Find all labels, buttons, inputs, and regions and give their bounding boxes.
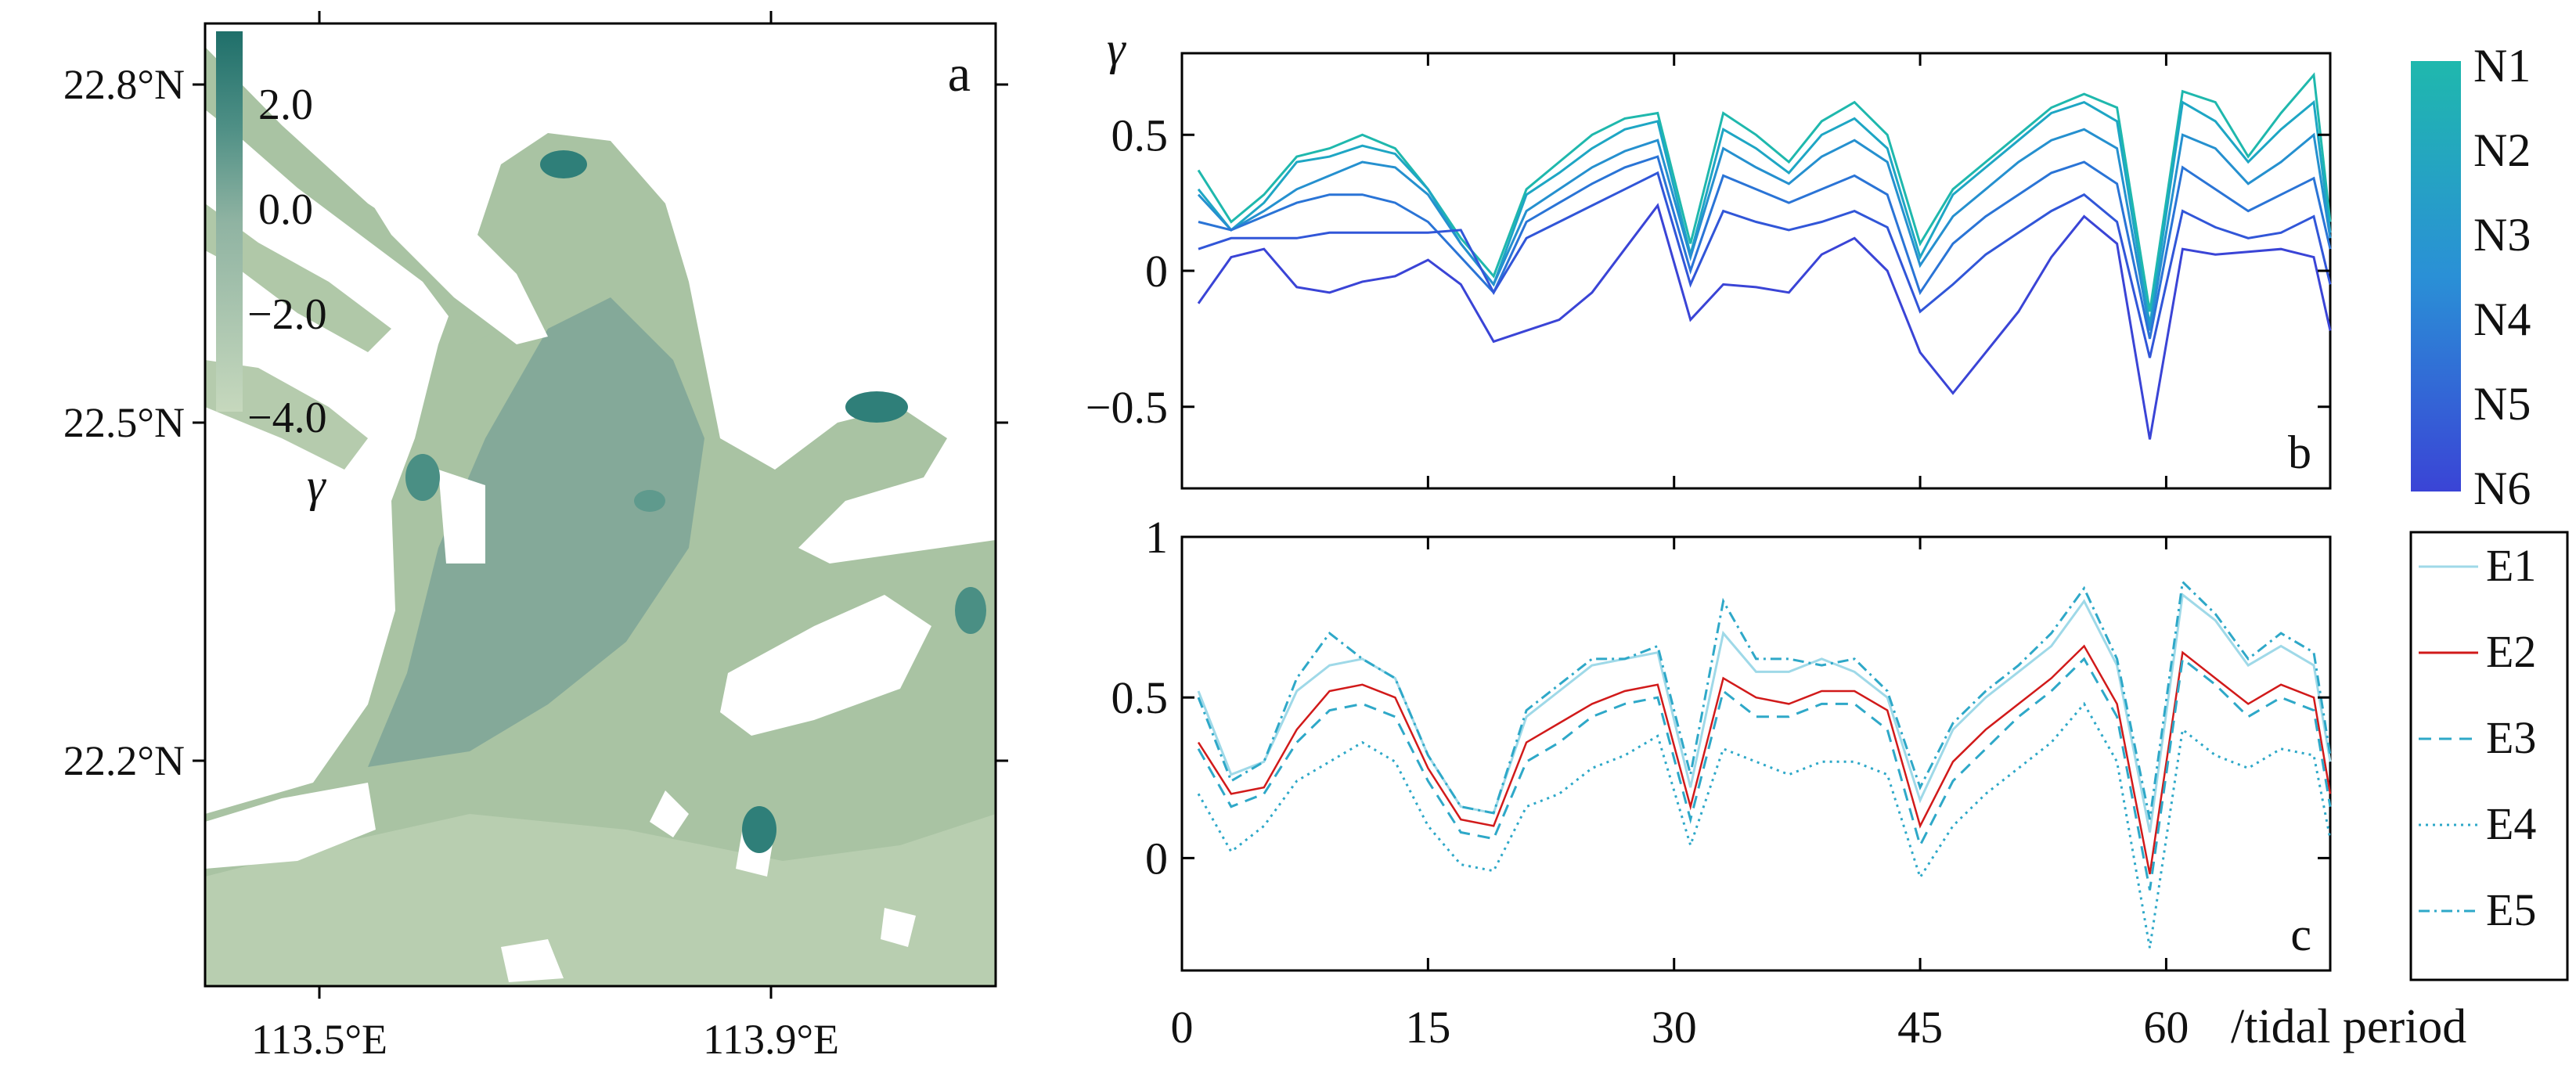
map-island bbox=[352, 141, 548, 344]
n-colorbar-label: N2 bbox=[2473, 124, 2531, 176]
series-line-n4 bbox=[1198, 155, 2332, 340]
n-colorbar-group: N1 N2 N3 N4 N5 N6 bbox=[2411, 40, 2531, 514]
x-axis-label: /tidal period bbox=[2231, 1000, 2466, 1053]
map-field bbox=[205, 23, 996, 986]
map-hotspot bbox=[742, 806, 776, 853]
y-tick-label: 0 bbox=[1145, 833, 1168, 884]
map-ticks bbox=[193, 11, 1008, 999]
lat-label: 22.2°N bbox=[63, 737, 185, 784]
map-island bbox=[720, 595, 931, 736]
map-colorbar-tick: −2.0 bbox=[247, 290, 327, 339]
panel-label-c: c bbox=[2290, 909, 2311, 960]
map-island bbox=[205, 783, 376, 869]
map-river-channel bbox=[205, 360, 368, 470]
y-tick-label: 0.5 bbox=[1111, 110, 1169, 160]
legend-label-e3: E3 bbox=[2486, 712, 2536, 763]
map-colorbar-tick: 0.0 bbox=[258, 185, 313, 234]
y-tick-label: −0.5 bbox=[1086, 382, 1168, 433]
legend-label-e5: E5 bbox=[2486, 884, 2536, 935]
lon-label: 113.5°E bbox=[251, 1016, 387, 1063]
series-line-n3 bbox=[1197, 128, 2332, 331]
map-island bbox=[501, 939, 564, 982]
map-colorbar bbox=[216, 31, 243, 412]
map-hotspot bbox=[540, 150, 587, 178]
x-tick-label: 0 bbox=[1171, 1002, 1194, 1053]
lat-label: 22.8°N bbox=[63, 61, 185, 108]
legend-label-e2: E2 bbox=[2486, 626, 2536, 677]
legend-label-e1: E1 bbox=[2486, 540, 2536, 591]
map-frame bbox=[204, 22, 997, 988]
y-tick-label: 0.5 bbox=[1111, 672, 1169, 723]
panel-c-series bbox=[1197, 579, 2332, 949]
y-tick-label: 0 bbox=[1145, 246, 1168, 297]
n-colorbar-label: N1 bbox=[2473, 40, 2531, 92]
panel-b-yticks: 0.5 0 −0.5 bbox=[1086, 110, 2330, 433]
series-line-e3 bbox=[1197, 657, 2332, 891]
x-tick-label: 60 bbox=[2143, 1002, 2189, 1053]
map-panel: 22.8°N 22.5°N 22.2°N 113.5°E 113.9°E a 2… bbox=[63, 11, 1008, 1063]
series-line-e5 bbox=[1197, 579, 2332, 820]
panel-c-frame bbox=[1180, 535, 2332, 972]
panel-c: 10.50 c bbox=[1111, 512, 2332, 972]
panel-c-yticks: 10.50 bbox=[1111, 512, 2330, 884]
n-colorbar-label: N5 bbox=[2473, 378, 2531, 430]
map-colorbar-tick: 2.0 bbox=[258, 81, 313, 129]
panel-label-a: a bbox=[948, 45, 971, 103]
legend-label-e4: E4 bbox=[2486, 798, 2536, 849]
map-colorbar-tick: −4.0 bbox=[247, 394, 327, 442]
x-tick-label: 30 bbox=[1652, 1002, 1697, 1053]
n-colorbar-label: N3 bbox=[2473, 209, 2531, 261]
series-line-e2 bbox=[1197, 644, 2332, 875]
map-island bbox=[650, 790, 689, 837]
panel-b: 0.5 0 −0.5 γ b bbox=[1086, 23, 2332, 490]
panel-label-b: b bbox=[2288, 427, 2311, 478]
panel-b-xticks bbox=[1180, 53, 2167, 488]
lat-label: 22.5°N bbox=[63, 399, 185, 446]
n-colorbar-label: N4 bbox=[2473, 293, 2531, 345]
n-colorbar-labels: N1 N2 N3 N4 N5 N6 bbox=[2473, 40, 2531, 514]
map-shelf bbox=[205, 814, 996, 986]
series-line-n1 bbox=[1197, 72, 2332, 312]
map-hotspot bbox=[634, 490, 665, 512]
lon-label: 113.9°E bbox=[703, 1016, 839, 1063]
e-legend: E1 E2 E3 E4 E5 bbox=[2409, 531, 2569, 981]
series-line-n5 bbox=[1198, 171, 2332, 358]
panel-b-series bbox=[1197, 72, 2332, 440]
series-line-n6 bbox=[1197, 203, 2332, 440]
map-island bbox=[438, 470, 485, 564]
series-line-e4 bbox=[1197, 701, 2332, 949]
map-hotspot bbox=[955, 587, 986, 634]
y-tick-label: 1 bbox=[1145, 512, 1168, 563]
x-axis-labels: 0 15 30 45 60 bbox=[1171, 1002, 2189, 1053]
e-legend-items: E1 E2 E3 E4 E5 bbox=[2419, 540, 2536, 935]
n-colorbar bbox=[2411, 61, 2461, 491]
map-colorbar-label: γ bbox=[307, 459, 326, 511]
series-line-n2 bbox=[1197, 99, 2332, 326]
panel-c-xticks bbox=[1180, 537, 2167, 970]
panel-b-ylabel: γ bbox=[1107, 23, 1126, 74]
map-island bbox=[881, 908, 916, 947]
n-colorbar-label: N6 bbox=[2473, 463, 2531, 514]
map-hotspot bbox=[405, 454, 440, 501]
map-hotspot bbox=[845, 391, 908, 423]
map-river-channel bbox=[205, 203, 391, 352]
map-deep-channel bbox=[368, 297, 704, 767]
x-tick-label: 15 bbox=[1405, 1002, 1450, 1053]
e-legend-frame bbox=[2409, 531, 2569, 981]
x-tick-label: 45 bbox=[1897, 1002, 1943, 1053]
